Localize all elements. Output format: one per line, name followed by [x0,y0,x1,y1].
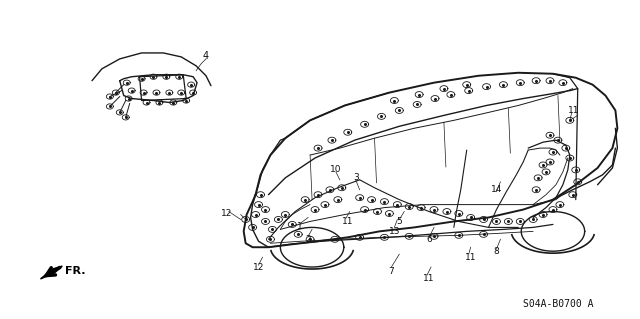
Text: 10: 10 [330,166,342,174]
Text: 11: 11 [342,217,353,226]
Text: 11: 11 [568,106,580,115]
Polygon shape [40,266,62,279]
Text: 11: 11 [465,253,476,262]
Text: 8: 8 [493,247,499,256]
Text: 2: 2 [305,235,311,244]
Text: 7: 7 [388,266,394,276]
Text: FR.: FR. [65,266,86,276]
Text: 12: 12 [253,263,264,271]
Text: 11: 11 [423,274,435,284]
Text: 5: 5 [396,217,402,226]
Text: S04A-B0700 A: S04A-B0700 A [523,299,593,309]
Text: 1: 1 [298,222,303,231]
Text: 6: 6 [426,235,432,244]
Text: 14: 14 [491,185,502,194]
Text: 4: 4 [203,51,209,61]
Text: 3: 3 [353,173,358,182]
Text: 13: 13 [388,227,400,236]
Text: 12: 12 [221,209,232,218]
